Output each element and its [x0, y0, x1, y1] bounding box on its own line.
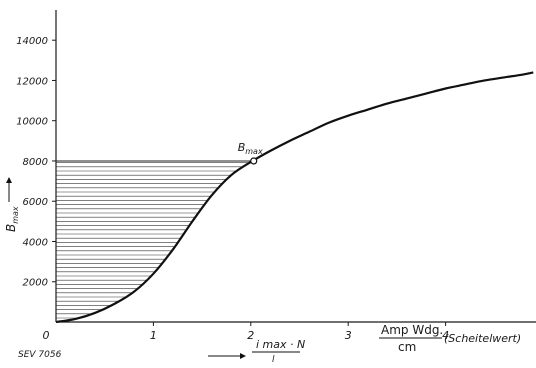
unit-denominator: cm	[398, 340, 416, 354]
y-axis-label-group: Bmax	[4, 177, 20, 232]
y-tick-label: 10000	[16, 117, 48, 128]
y-tick-label: 14000	[16, 36, 48, 47]
y-tick-label: 4000	[23, 237, 48, 248]
y-tick-label: 8000	[23, 157, 48, 168]
hatched-area	[56, 160, 254, 319]
x-axis-arrow-head	[240, 353, 246, 359]
x-tick-label: 1	[150, 329, 157, 342]
unit-note: (Scheitelwert)	[444, 332, 521, 345]
figure-id: SEV 7056	[18, 350, 62, 360]
x-tick-label: 3	[345, 329, 352, 342]
y-axis-arrow-head	[6, 177, 12, 183]
axes	[55, 10, 536, 323]
unit-numerator: Amp Wdg.	[381, 323, 443, 337]
x-axis-label-numerator: i max · N	[256, 338, 305, 351]
curve-layer	[55, 71, 534, 324]
y-axis-label: Bmax	[4, 206, 20, 232]
bmax-marker	[250, 157, 258, 165]
y-tick-label: 2000	[23, 278, 48, 289]
x-axis-label-group: i max · N l	[208, 338, 305, 365]
unit-label-group: Amp Wdg. cm (Scheitelwert)	[379, 323, 521, 354]
ticks: 2000400060008000100001200014000012345	[16, 36, 449, 342]
y-tick-label: 6000	[23, 197, 48, 208]
y-tick-label: 12000	[16, 76, 48, 87]
x-tick-label: 2	[247, 329, 254, 342]
x-tick-label: 0	[43, 329, 50, 342]
marker-label: Bmax	[238, 141, 263, 156]
magnetization-curve	[55, 71, 534, 324]
x-tick-label: 4	[442, 329, 449, 342]
x-axis-label-denominator: l	[272, 355, 275, 363]
